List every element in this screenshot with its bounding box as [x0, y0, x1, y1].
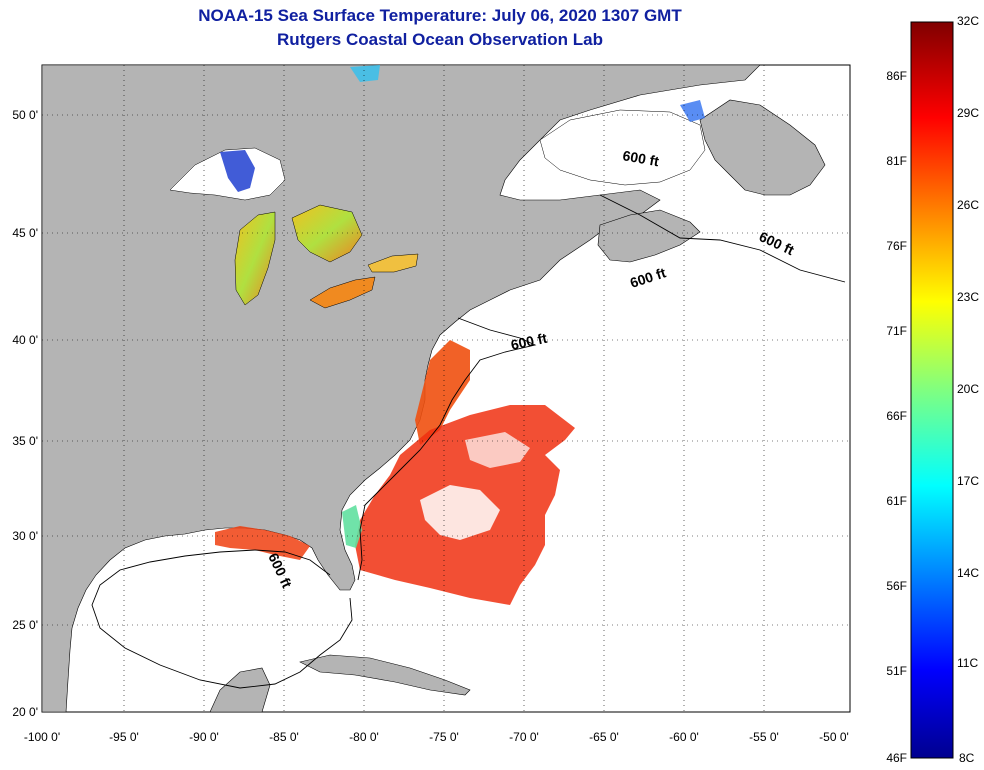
- x-tick-label: -95 0': [109, 730, 139, 744]
- y-tick-label: 35 0': [12, 434, 38, 448]
- colorbar-c-label: 8C: [959, 751, 975, 765]
- sst-swath-atlantic-north: [415, 340, 470, 445]
- sst-swath-florida-cool: [342, 505, 362, 548]
- x-tick-label: -70 0': [509, 730, 539, 744]
- y-tick-label: 45 0': [12, 226, 38, 240]
- x-tick-label: -60 0': [669, 730, 699, 744]
- sst-gulf-stlawrence-patch: [680, 100, 705, 122]
- land-yucatan: [209, 667, 271, 712]
- colorbar-c-label: 26C: [957, 198, 979, 212]
- colorbar-gradient: [910, 21, 954, 759]
- colorbar-f-label: 81F: [886, 154, 907, 168]
- colorbar-c-label: 11C: [957, 656, 978, 670]
- y-tick-label: 40 0': [12, 333, 38, 347]
- colorbar-f-label: 56F: [886, 579, 907, 593]
- lake-superior-sst: [220, 150, 255, 192]
- x-tick-label: -85 0': [269, 730, 299, 744]
- colorbar-c-label: 17C: [957, 474, 979, 488]
- colorbar-f-label: 46F: [886, 751, 907, 765]
- lake-michigan: [234, 211, 276, 306]
- land-newfoundland: [699, 99, 826, 196]
- colorbar-c-label: 23C: [957, 290, 979, 304]
- sst-swath-atlantic-cloud-2: [465, 432, 530, 468]
- lake-huron: [291, 204, 363, 263]
- colorbar-f-label: 86F: [886, 69, 907, 83]
- sst-hudson-patch: [350, 65, 380, 82]
- x-tick-label: -65 0': [589, 730, 619, 744]
- colorbar-c-label: 14C: [957, 566, 979, 580]
- bathymetry-contour-600ft: [91, 194, 846, 689]
- x-tick-label: -50 0': [819, 730, 849, 744]
- lake-erie: [309, 276, 376, 309]
- land-cuba: [299, 654, 471, 696]
- y-tick-label: 20 0': [12, 705, 38, 719]
- colorbar-c-label: 29C: [957, 106, 979, 120]
- colorbar-f-label: 61F: [886, 494, 907, 508]
- x-tick-label: -75 0': [429, 730, 459, 744]
- colorbar-f-label: 71F: [886, 324, 907, 338]
- x-tick-label: -90 0': [189, 730, 219, 744]
- y-tick-label: 30 0': [12, 529, 38, 543]
- sst-swath-atlantic-white-cloud: [420, 485, 500, 540]
- y-tick-label: 25 0': [12, 618, 38, 632]
- contour-label-1: 600 ft: [621, 147, 660, 169]
- x-axis: -100 0' -95 0' -90 0' -85 0' -80 0' -75 …: [24, 730, 849, 744]
- colorbar-c-label: 20C: [957, 382, 979, 396]
- colorbar-f-label: 51F: [886, 664, 907, 678]
- colorbar-f-label: 76F: [886, 239, 907, 253]
- x-tick-label: -55 0': [749, 730, 779, 744]
- land-north-america: [42, 65, 761, 712]
- lake-ontario: [367, 253, 419, 273]
- colorbar-f-label: 66F: [886, 409, 907, 423]
- map-title: NOAA-15 Sea Surface Temperature: July 06…: [198, 6, 682, 25]
- gulf-st-lawrence: [539, 109, 706, 186]
- contour-label-4: 600 ft: [509, 330, 548, 353]
- colorbar-c-label: 32C: [957, 14, 979, 28]
- y-tick-label: 50 0': [12, 108, 38, 122]
- sst-swath-gulf: [215, 526, 310, 560]
- x-tick-label: -80 0': [349, 730, 379, 744]
- y-axis: 50 0' 45 0' 40 0' 35 0' 30 0' 25 0' 20 0…: [12, 108, 38, 719]
- land-nova-scotia: [597, 209, 701, 263]
- map-subtitle: Rutgers Coastal Ocean Observation Lab: [277, 30, 603, 49]
- colorbar: 32C 29C 26C 23C 20C 17C 14C 11C 8C 86F 8…: [886, 14, 979, 765]
- x-tick-label: -100 0': [24, 730, 60, 744]
